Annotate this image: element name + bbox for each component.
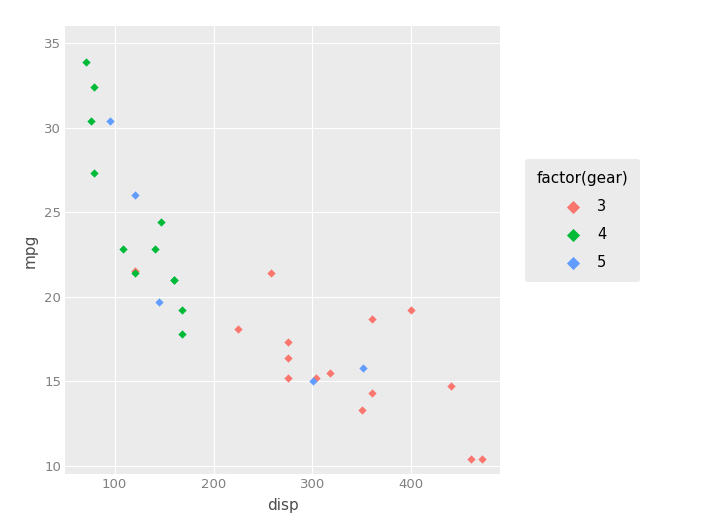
Point <box>476 455 488 463</box>
Point <box>154 298 165 306</box>
Point <box>85 117 96 125</box>
Point <box>149 245 161 253</box>
Point <box>129 191 141 200</box>
Point <box>283 338 294 347</box>
Point <box>405 306 417 315</box>
Point <box>175 330 187 338</box>
Point <box>117 245 128 253</box>
Point <box>283 354 294 362</box>
Point <box>307 377 319 386</box>
Point <box>88 169 100 178</box>
Point <box>357 364 368 372</box>
Point <box>168 276 180 284</box>
Point <box>324 369 336 377</box>
Point <box>445 382 457 391</box>
Point <box>155 218 167 227</box>
Point <box>366 315 378 323</box>
Point <box>168 276 180 284</box>
Point <box>129 267 141 276</box>
Point <box>88 83 99 91</box>
Point <box>265 269 277 277</box>
Legend: 3, 4, 5: 3, 4, 5 <box>525 159 640 282</box>
Point <box>283 374 294 382</box>
Point <box>80 57 92 66</box>
Point <box>130 269 141 277</box>
Point <box>465 455 476 463</box>
Point <box>104 117 115 125</box>
Point <box>175 306 187 315</box>
Point <box>233 325 244 333</box>
Y-axis label: mpg: mpg <box>22 233 37 268</box>
Point <box>356 406 368 414</box>
X-axis label: disp: disp <box>267 499 299 513</box>
Point <box>366 389 378 397</box>
Point <box>310 374 322 382</box>
